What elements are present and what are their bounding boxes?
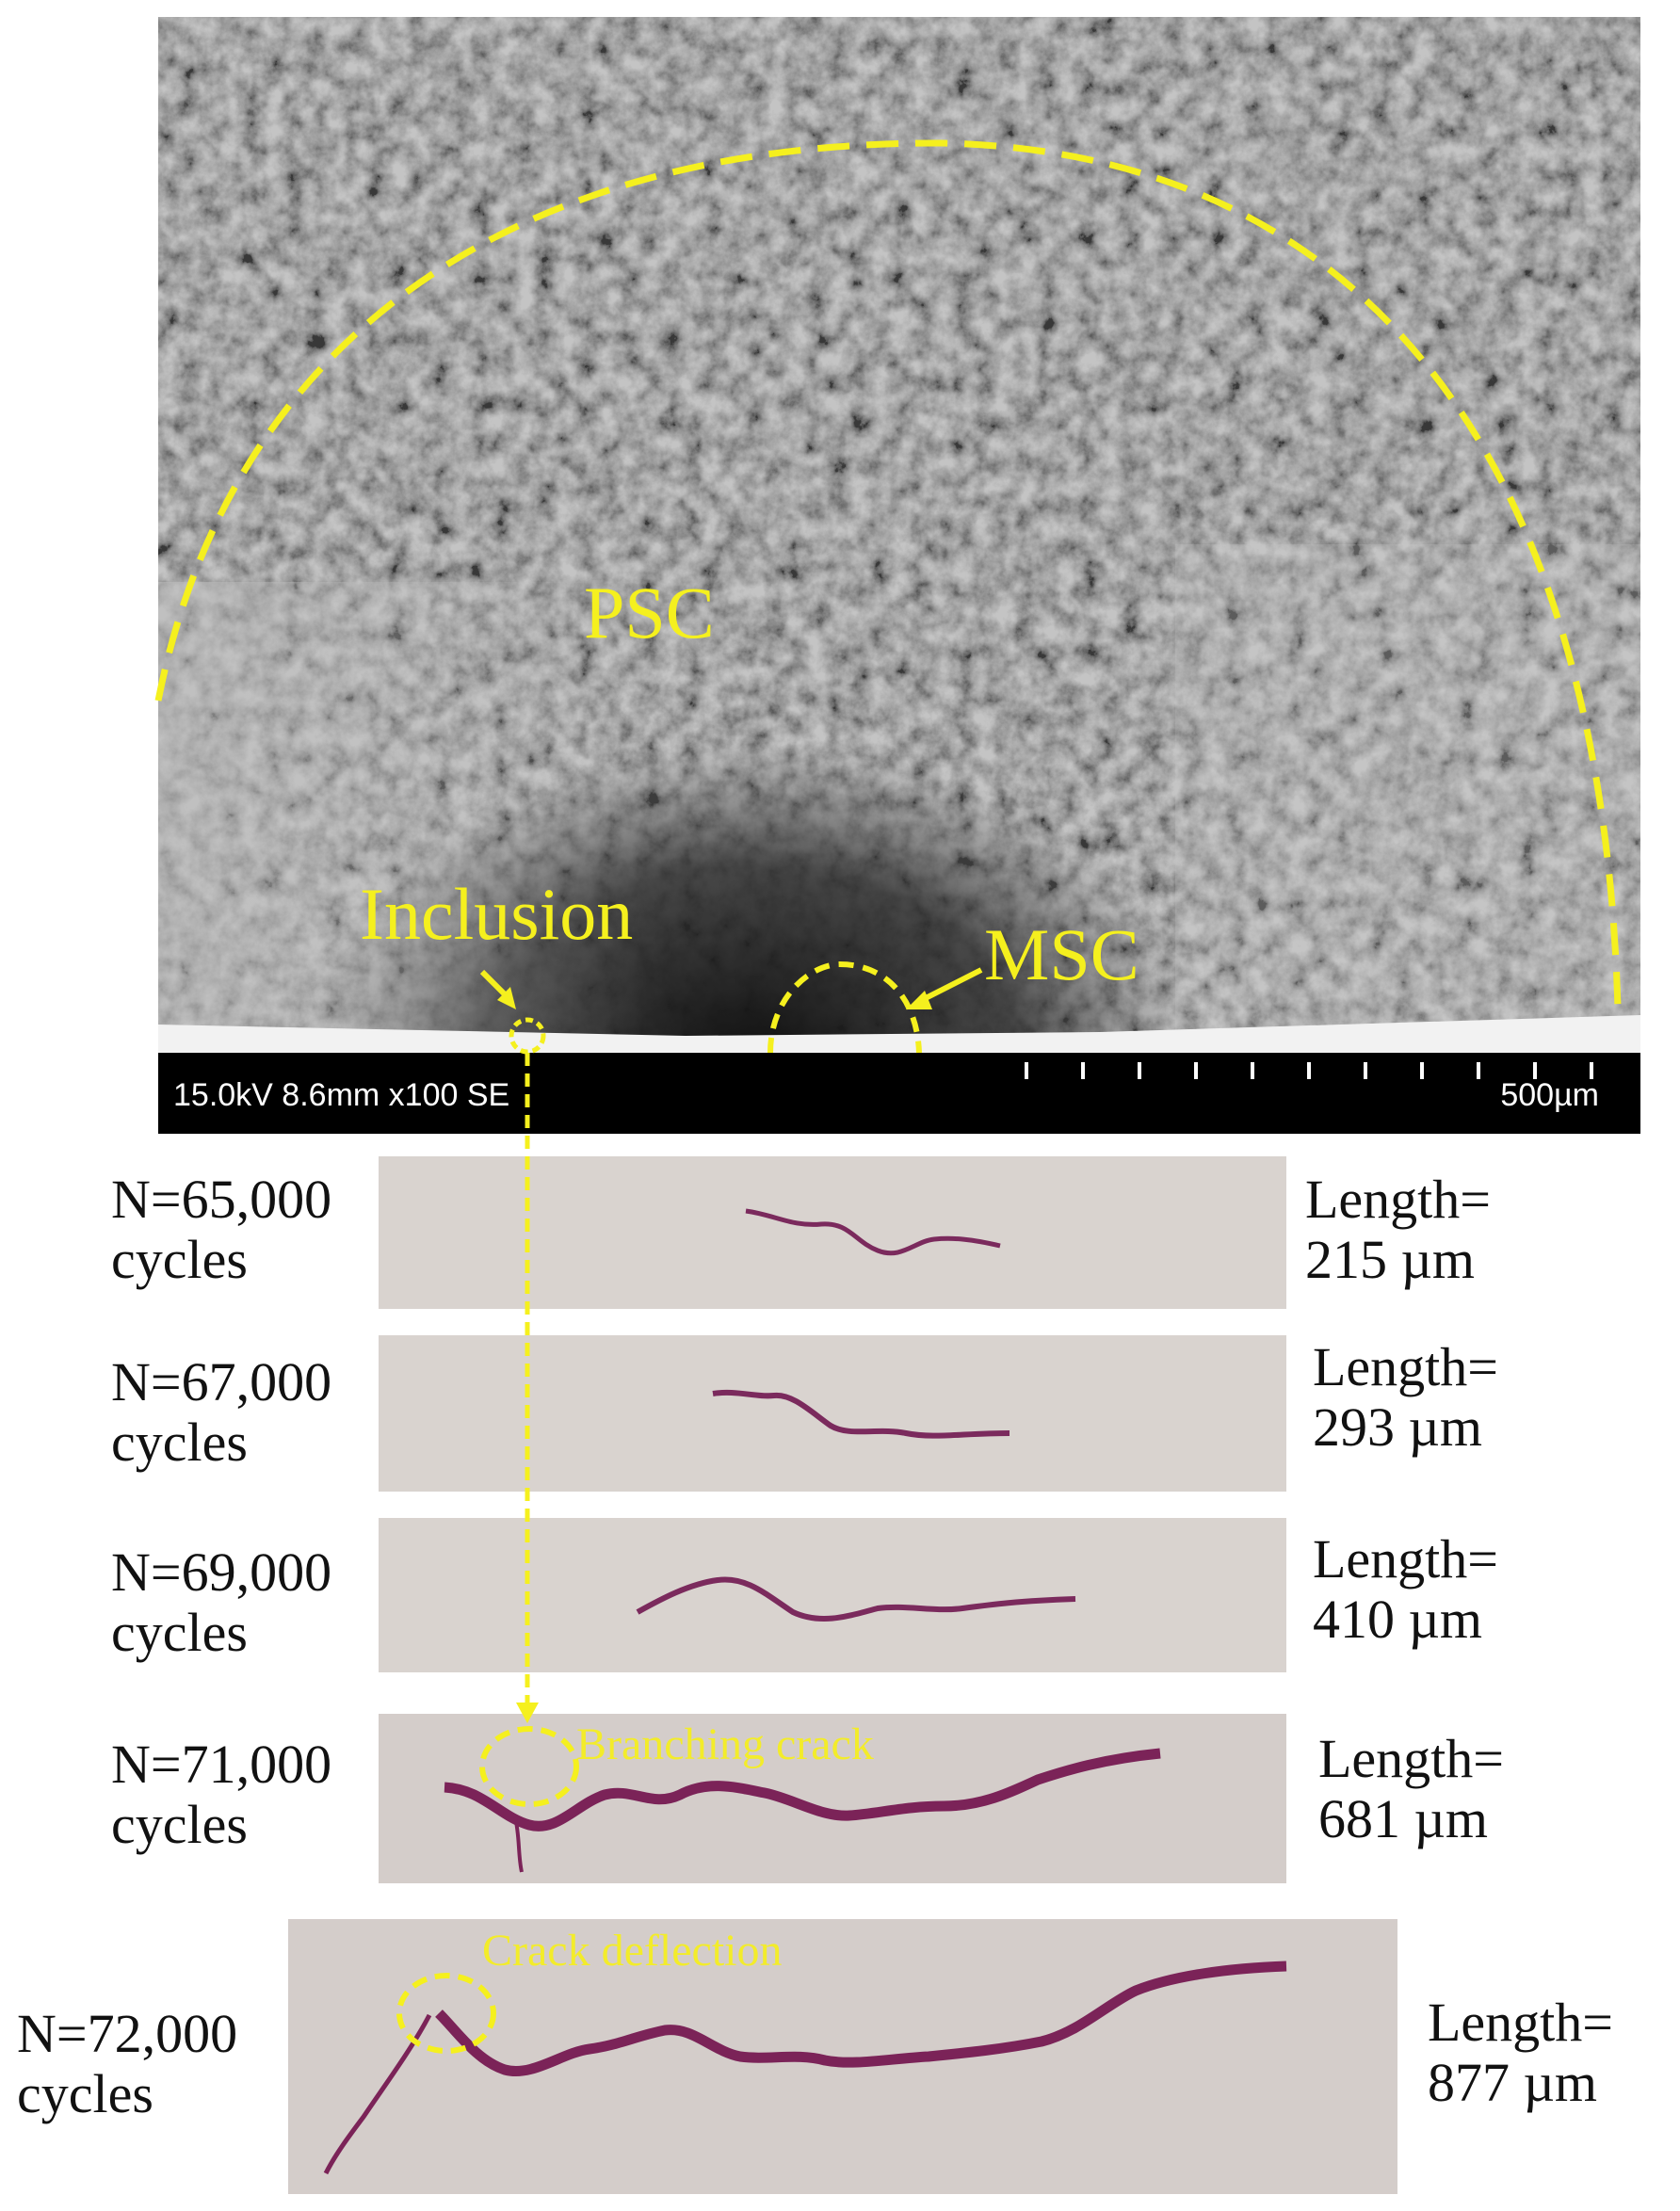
cycles-label-71000: N=71,000 cycles xyxy=(111,1735,331,1855)
cycles-label-67000: N=67,000 cycles xyxy=(111,1352,331,1473)
length-value: 215 µm xyxy=(1305,1229,1476,1290)
length-value: 877 µm xyxy=(1428,2052,1598,2113)
scale-bar-length: 500µm xyxy=(1500,1077,1599,1113)
cycles-unit: cycles xyxy=(111,1412,248,1473)
crack-panel-69000 xyxy=(379,1518,1286,1672)
cycles-count: N=65,000 xyxy=(111,1169,332,1230)
cycles-count: N=72,000 xyxy=(17,2003,238,2064)
psc-label: PSC xyxy=(584,572,715,654)
cycles-label-69000: N=69,000 cycles xyxy=(111,1542,331,1663)
length-title: Length= xyxy=(1428,1992,1613,2053)
cycles-unit: cycles xyxy=(17,2063,153,2124)
length-label-681: Length= 681 µm xyxy=(1318,1729,1504,1849)
length-title: Length= xyxy=(1305,1169,1491,1230)
length-label-215: Length= 215 µm xyxy=(1305,1170,1491,1290)
crack-panel-65000 xyxy=(379,1156,1286,1309)
length-label-877: Length= 877 µm xyxy=(1428,1993,1613,2113)
crack-panel-72000 xyxy=(288,1919,1397,2194)
branching-crack-label: Branching crack xyxy=(576,1719,874,1769)
length-title: Length= xyxy=(1313,1336,1498,1397)
inclusion-label: Inclusion xyxy=(360,873,634,955)
crack-deflection-label: Crack deflection xyxy=(482,1926,783,1976)
length-value: 410 µm xyxy=(1313,1589,1483,1650)
cycles-count: N=71,000 xyxy=(111,1734,332,1795)
length-title: Length= xyxy=(1318,1728,1504,1789)
length-title: Length= xyxy=(1313,1528,1498,1590)
length-label-293: Length= 293 µm xyxy=(1313,1337,1498,1458)
cycles-unit: cycles xyxy=(111,1794,248,1855)
sem-scale-bar: 15.0kV 8.6mm x100 SE 500µm xyxy=(158,1053,1640,1134)
crack-panel-67000 xyxy=(379,1335,1286,1492)
cycles-label-72000: N=72,000 cycles xyxy=(17,2004,237,2124)
cycles-unit: cycles xyxy=(111,1602,248,1663)
length-value: 293 µm xyxy=(1313,1396,1483,1458)
sem-acquisition-info: 15.0kV 8.6mm x100 SE xyxy=(173,1077,510,1113)
cycles-label-65000: N=65,000 cycles xyxy=(111,1170,331,1290)
scale-bar-ticks xyxy=(1025,1062,1608,1081)
msc-label: MSC xyxy=(984,913,1139,995)
cycles-count: N=69,000 xyxy=(111,1541,332,1603)
length-value: 681 µm xyxy=(1318,1788,1489,1849)
length-label-410: Length= 410 µm xyxy=(1313,1529,1498,1650)
cycles-count: N=67,000 xyxy=(111,1351,332,1412)
cycles-unit: cycles xyxy=(111,1229,248,1290)
